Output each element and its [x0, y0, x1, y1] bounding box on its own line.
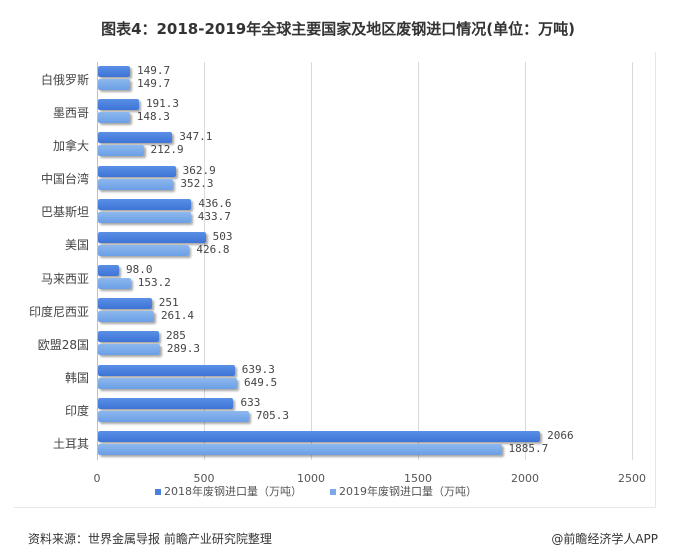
- category-label: 墨西哥: [52, 105, 89, 120]
- category-label: 印度尼西亚: [28, 304, 89, 319]
- data-label: 191.3: [145, 97, 180, 111]
- data-label: 261.4: [160, 309, 195, 323]
- data-label: 352.3: [180, 176, 214, 190]
- category-label: 马来西亚: [40, 271, 89, 286]
- category-label: 美国: [64, 238, 89, 253]
- bar-2019: [98, 344, 160, 356]
- x-tick-label: 500: [193, 472, 215, 485]
- bar-2018: [98, 99, 139, 111]
- data-label: 362.9: [182, 163, 216, 177]
- legend-swatch-2018: [155, 489, 161, 495]
- chart-frame: [14, 52, 656, 508]
- bar-2018: [98, 165, 176, 177]
- x-tick-label: 1000: [297, 472, 325, 485]
- category-label: 印度: [64, 404, 89, 419]
- data-label: 285: [165, 329, 186, 343]
- bar-2019: [98, 410, 249, 422]
- data-label: 426.8: [196, 242, 230, 256]
- legend-swatch-2019: [330, 489, 336, 495]
- bar-2019: [98, 145, 144, 157]
- bar-2018: [98, 231, 206, 243]
- bar-2019: [98, 211, 191, 223]
- data-label: 251: [158, 296, 179, 310]
- category-label: 韩国: [64, 371, 89, 386]
- data-label: 149.7: [137, 64, 171, 77]
- plot-area: 0 500 1000 1500 2000 2500 白俄罗斯 149.7 149.7 墨西哥 191…: [29, 62, 646, 485]
- bar-2018: [98, 430, 541, 442]
- data-label: 433.7: [197, 209, 231, 223]
- data-label: 347.1: [179, 130, 213, 144]
- bar-2019: [98, 178, 174, 190]
- data-label: 639.3: [241, 362, 275, 376]
- data-label: 649.5: [243, 375, 278, 389]
- gridline: [632, 62, 633, 460]
- data-label: 289.3: [166, 342, 201, 356]
- gridline: [418, 62, 419, 460]
- gridline: [525, 62, 526, 460]
- bar-2018: [98, 132, 173, 144]
- data-label: 436.6: [198, 196, 232, 210]
- data-label: 705.3: [255, 408, 290, 422]
- x-tick-label: 0: [93, 472, 101, 485]
- source-note: 资料来源：世界金属导报 前瞻产业研究院整理: [28, 532, 272, 546]
- bar-2019: [98, 311, 154, 323]
- chart-title: 图表4：2018-2019年全球主要国家及地区废钢进口情况(单位：万吨): [101, 20, 575, 38]
- legend-item-2018: 2018年废钢进口量（万吨）: [155, 483, 302, 499]
- data-label: 212.9: [150, 143, 184, 157]
- credit-note: @前瞻经济学人APP: [551, 532, 658, 546]
- x-tick-label: 2000: [511, 472, 539, 485]
- gridline: [204, 62, 205, 460]
- data-label: 98.0: [125, 263, 153, 276]
- data-label: 503: [212, 229, 233, 243]
- category-label: 白俄罗斯: [40, 72, 89, 87]
- bar-2019: [98, 377, 237, 389]
- data-label: 148.3: [136, 110, 170, 124]
- category-label: 巴基斯坦: [40, 205, 89, 220]
- bar-2018: [98, 298, 152, 310]
- data-label: 1885.7: [508, 441, 549, 455]
- category-label: 欧盟28国: [37, 337, 89, 352]
- bar-2018: [98, 364, 235, 376]
- legend: 2018年废钢进口量（万吨） 2019年废钢进口量（万吨）: [155, 483, 477, 499]
- bar-2018: [98, 265, 119, 276]
- bar-2019: [98, 278, 131, 289]
- bar-2018: [98, 331, 159, 343]
- data-label: 149.7: [137, 77, 171, 90]
- category-label: 加拿大: [52, 138, 89, 153]
- bar-2019: [98, 112, 130, 124]
- category-label: 土耳其: [52, 437, 89, 452]
- bar-2019: [98, 244, 190, 256]
- data-label: 633: [240, 395, 261, 409]
- legend-item-2019: 2019年废钢进口量（万吨）: [330, 483, 477, 499]
- y-axis-line: [97, 62, 98, 460]
- bar-2018: [98, 66, 131, 77]
- x-tick-label: 2500: [618, 472, 646, 485]
- x-tick-label: 1500: [404, 472, 432, 485]
- bar-2019: [98, 79, 131, 90]
- bar-2018: [98, 198, 192, 210]
- gridline: [311, 62, 312, 460]
- category-label: 中国台湾: [40, 172, 89, 187]
- data-label: 153.2: [137, 276, 171, 289]
- bar-2018: [98, 397, 234, 409]
- bar-2019: [98, 443, 502, 455]
- data-label: 2066: [547, 428, 574, 442]
